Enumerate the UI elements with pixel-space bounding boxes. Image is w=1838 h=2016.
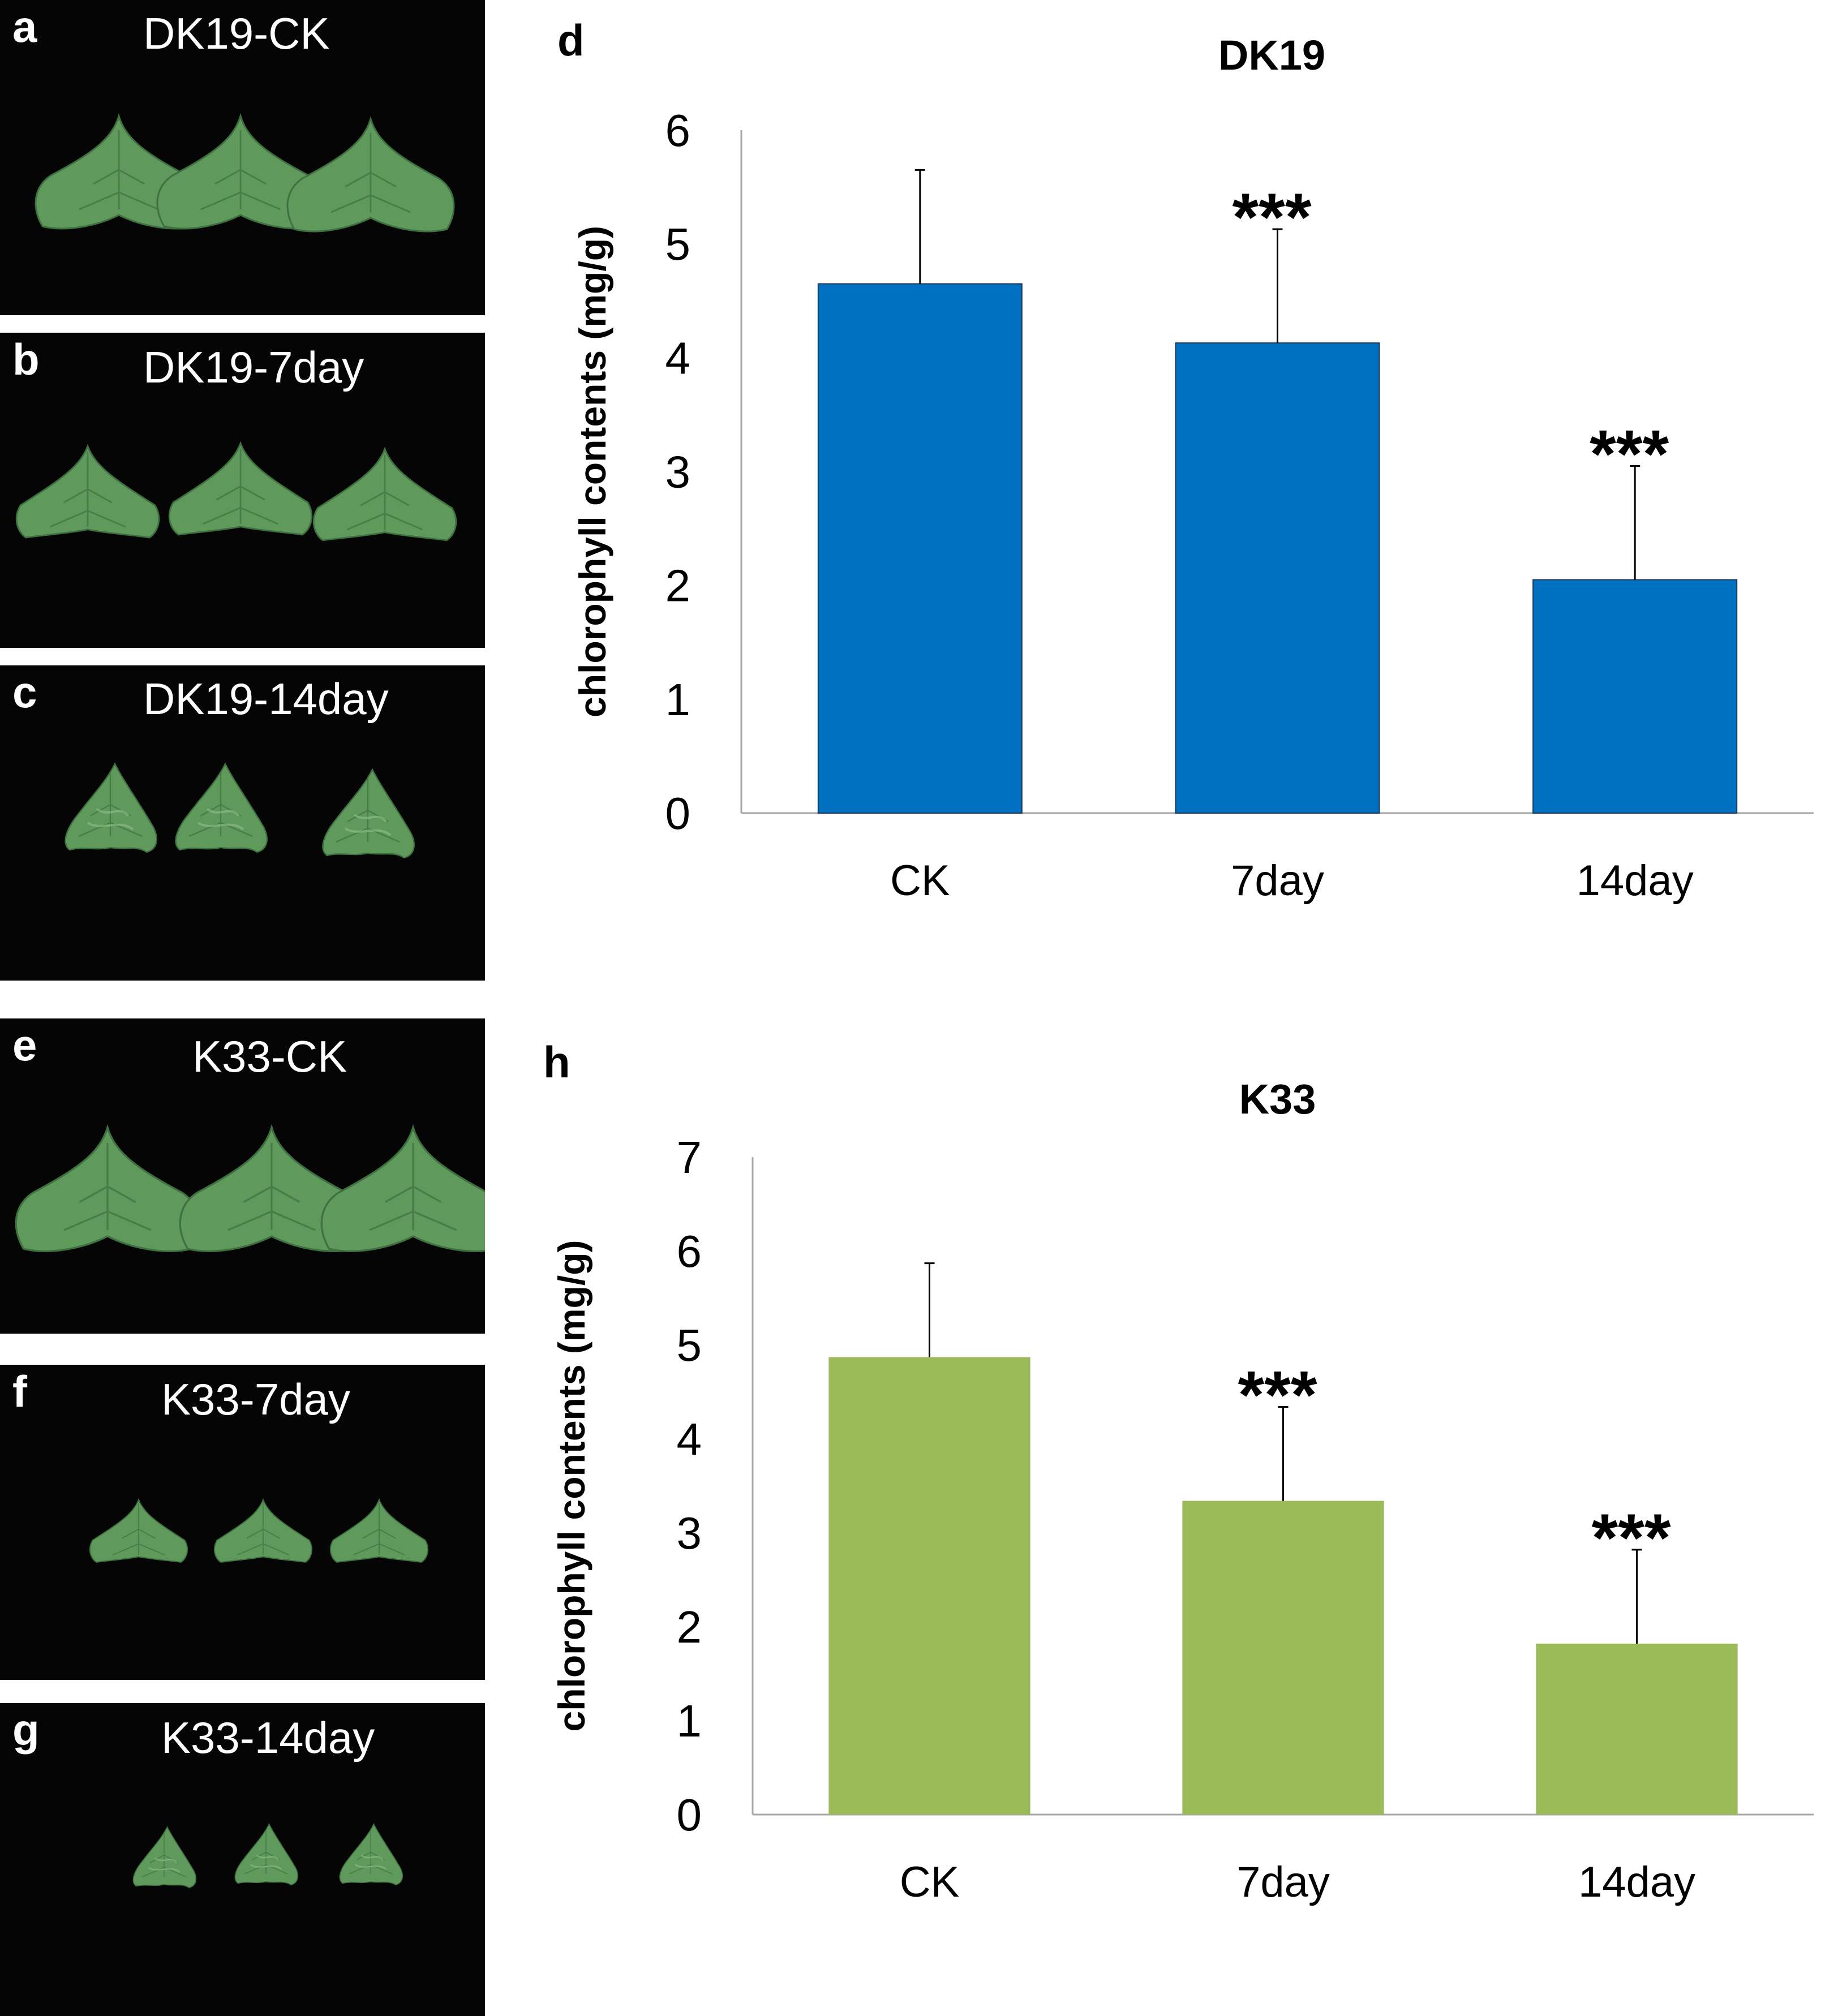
y-axis-label: chlorophyll contents (mg/g)	[572, 226, 613, 717]
chart-title: DK19	[1218, 32, 1325, 79]
panel-letter: f	[12, 1366, 27, 1416]
y-tick-label: 1	[665, 674, 691, 725]
leaf-photo	[132, 1823, 403, 1889]
bar	[817, 283, 1023, 814]
photo-panel-g: g K33-14day	[0, 1703, 485, 2016]
leaf	[234, 1823, 298, 1886]
chart-title: K33	[1239, 1076, 1316, 1123]
y-tick-label: 5	[677, 1320, 702, 1370]
leaf	[339, 1823, 403, 1886]
y-tick-label: 1	[677, 1696, 702, 1746]
leaf	[312, 446, 457, 541]
x-tick-label: 7day	[1231, 857, 1324, 905]
photo-panel-c: c DK19-14day	[0, 665, 485, 981]
y-tick-label: 6	[665, 105, 691, 156]
leaf-photo	[89, 1498, 429, 1563]
leaf	[175, 762, 268, 853]
photo-panel-e: e K33-CK	[0, 1018, 485, 1334]
chart-letter-d: d	[557, 15, 585, 65]
leaf-photo	[35, 113, 455, 233]
bar	[828, 1357, 1030, 1815]
photo-panel-a: a DK19-CK	[0, 0, 485, 315]
significance-label: ***	[1238, 1357, 1317, 1433]
leaf	[168, 441, 313, 536]
photo-panel-f: f K33-7day	[0, 1365, 485, 1680]
panel-caption: DK19-14day	[143, 674, 389, 724]
panel-letter: g	[12, 1705, 40, 1755]
leaf	[89, 1498, 188, 1563]
leaf	[132, 1826, 196, 1889]
leaf	[65, 762, 157, 853]
panel-caption: DK19-CK	[143, 8, 330, 58]
leaf-photo	[15, 1124, 485, 1252]
y-tick-label: 7	[677, 1132, 702, 1183]
y-tick-label: 2	[677, 1602, 702, 1652]
y-tick-label: 3	[665, 447, 691, 497]
leaf-photo	[15, 441, 457, 541]
x-tick-label: 14day	[1578, 1858, 1695, 1906]
panel-letter: a	[12, 2, 37, 51]
leaf	[320, 1124, 485, 1252]
y-tick-label: 5	[665, 219, 691, 269]
panel-caption: DK19-7day	[143, 342, 364, 392]
y-tick-label: 4	[677, 1414, 702, 1464]
panel-caption: K33-CK	[192, 1031, 347, 1081]
panel-letter: e	[12, 1020, 37, 1070]
panel-letter: b	[12, 334, 40, 384]
photo-panel-b: b DK19-7day	[0, 333, 485, 648]
leaf	[15, 444, 160, 539]
leaf-photo	[65, 762, 415, 859]
panel-letter: c	[12, 667, 37, 717]
x-tick-label: CK	[900, 1858, 960, 1906]
y-tick-label: 2	[665, 561, 691, 611]
y-tick-label: 4	[665, 333, 691, 383]
panel-caption: K33-14day	[161, 1713, 375, 1763]
y-tick-label: 0	[677, 1790, 702, 1840]
leaf	[329, 1498, 429, 1563]
bar	[1182, 1501, 1384, 1815]
chart-letter-h: h	[543, 1037, 570, 1087]
y-tick-label: 6	[677, 1226, 702, 1276]
y-axis-label: chlorophyll contents (mg/g)	[551, 1240, 592, 1732]
x-tick-label: CK	[890, 857, 950, 905]
bar	[1536, 1643, 1738, 1815]
significance-label: ***	[1590, 416, 1669, 492]
bar	[1175, 342, 1380, 814]
significance-label: ***	[1232, 179, 1311, 255]
bar	[1532, 579, 1738, 814]
y-tick-label: 3	[677, 1508, 702, 1558]
leaf	[213, 1498, 313, 1563]
leaf	[322, 768, 415, 859]
chart-dk19: 0 1 2 3 4 5 6 DK19 chlorophyll contents (mg/g) CK…	[572, 32, 1814, 905]
y-tick-label: 0	[665, 788, 691, 839]
x-tick-label: 7day	[1236, 1858, 1330, 1906]
leaf	[286, 115, 455, 233]
panel-caption: K33-7day	[161, 1374, 350, 1424]
significance-label: ***	[1591, 1500, 1670, 1576]
leaf	[15, 1124, 200, 1252]
x-tick-label: 14day	[1577, 857, 1694, 905]
